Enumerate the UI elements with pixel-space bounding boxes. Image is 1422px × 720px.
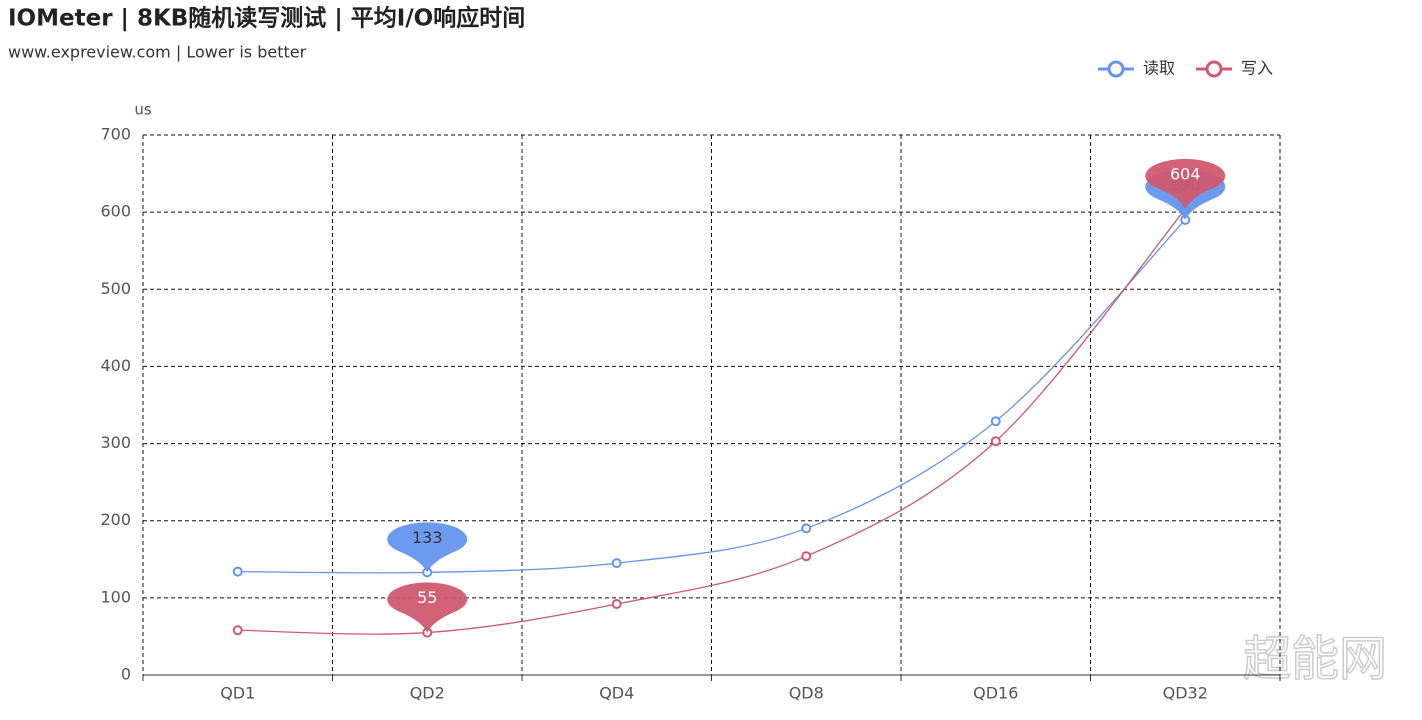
y-tick-label: 100 bbox=[100, 587, 131, 606]
pin-marker bbox=[387, 522, 468, 573]
y-tick-label: 300 bbox=[100, 433, 131, 452]
pin-marker bbox=[387, 582, 468, 633]
y-tick-label: 700 bbox=[100, 125, 131, 144]
legend-label: 读取 bbox=[1143, 59, 1175, 78]
series-line bbox=[237, 219, 1186, 574]
x-tick-label: QD4 bbox=[599, 684, 634, 703]
y-tick-label: 200 bbox=[100, 510, 131, 529]
pin-label: 604 bbox=[1170, 165, 1201, 184]
legend-icon bbox=[1205, 60, 1223, 78]
point bbox=[801, 551, 812, 562]
legend-label: 写入 bbox=[1241, 59, 1273, 78]
pin-marker bbox=[1145, 158, 1226, 210]
legend-icon bbox=[1107, 60, 1125, 78]
point bbox=[611, 599, 622, 610]
y-tick-label: 500 bbox=[100, 279, 131, 298]
point bbox=[990, 436, 1001, 447]
x-tick-label: QD2 bbox=[410, 684, 445, 703]
x-tick-label: QD1 bbox=[220, 684, 255, 703]
chart-subtitle: www.expreview.com | Lower is better bbox=[8, 43, 307, 62]
point bbox=[611, 558, 622, 569]
pin-label: 133 bbox=[412, 528, 443, 547]
point bbox=[990, 416, 1001, 427]
y-axis-label: us bbox=[134, 101, 152, 119]
pin-label: 55 bbox=[417, 588, 437, 607]
series-line bbox=[237, 208, 1186, 635]
point bbox=[801, 523, 812, 534]
chart-title: IOMeter | 8KB随机读写测试 | 平均I/O响应时间 bbox=[8, 5, 525, 32]
x-tick-label: QD32 bbox=[1163, 684, 1208, 703]
point bbox=[232, 625, 243, 636]
y-tick-label: 400 bbox=[100, 356, 131, 375]
y-tick-label: 0 bbox=[121, 665, 131, 684]
x-tick-label: QD8 bbox=[789, 684, 824, 703]
point bbox=[232, 566, 243, 577]
y-tick-label: 600 bbox=[100, 202, 131, 221]
x-tick-label: QD16 bbox=[973, 684, 1018, 703]
watermark: 超能网 bbox=[1243, 631, 1387, 687]
